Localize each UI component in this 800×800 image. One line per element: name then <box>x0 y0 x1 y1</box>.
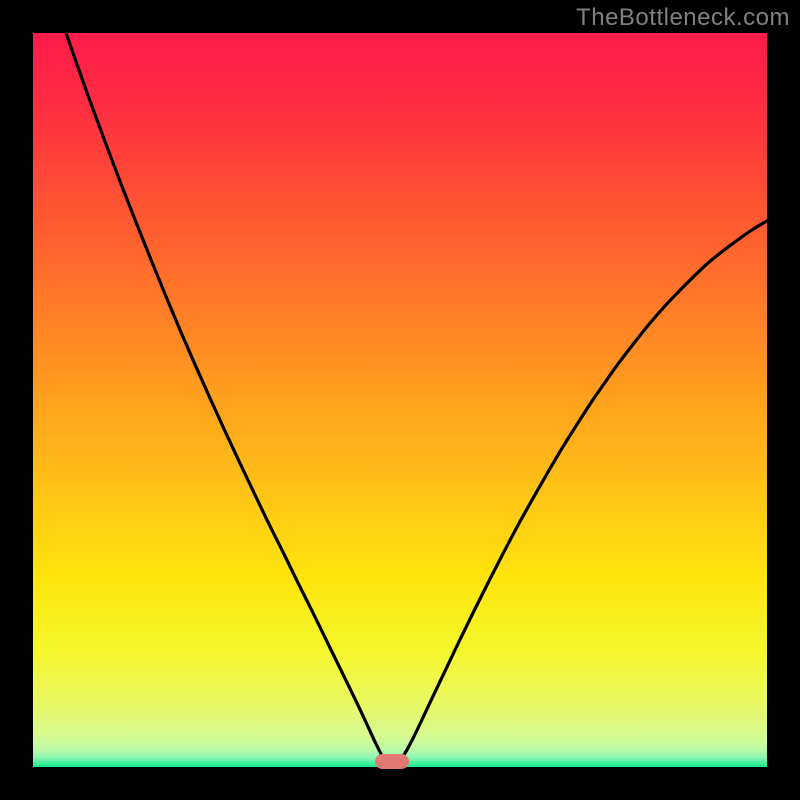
bottleneck-curve <box>66 33 767 765</box>
curve-svg <box>0 0 800 800</box>
watermark-text: TheBottleneck.com <box>576 4 790 32</box>
chart-container: TheBottleneck.com <box>0 0 800 800</box>
optimal-marker <box>375 754 409 769</box>
